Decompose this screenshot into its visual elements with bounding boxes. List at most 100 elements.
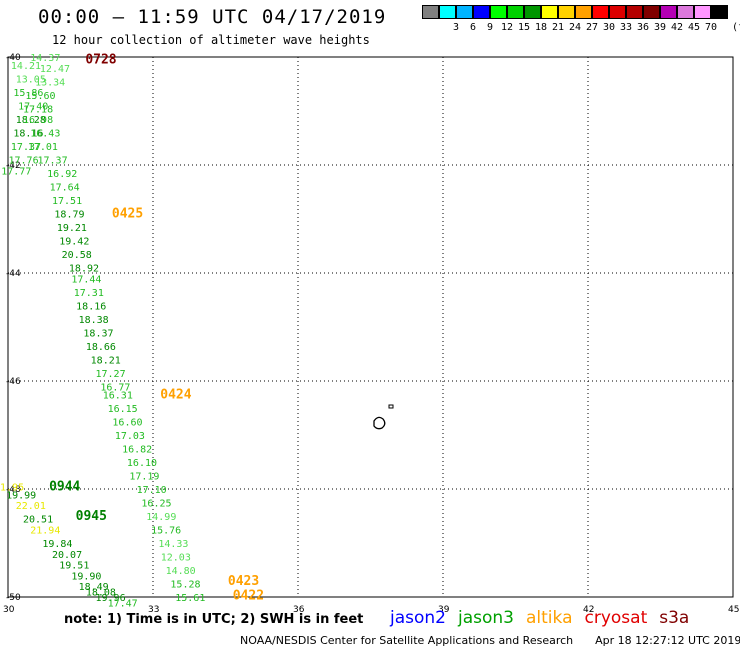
wave-height-value: 21.94	[30, 526, 60, 537]
wave-height-value: 19.51	[59, 561, 89, 572]
legend-tick-label: 9	[486, 22, 494, 33]
wave-height-value: 18.66	[86, 342, 116, 353]
legend-swatch	[592, 5, 609, 19]
legend-tick-label: 6	[469, 22, 477, 33]
pass-time-label: 0425	[112, 207, 143, 222]
wave-height-value: 18.92	[69, 264, 99, 275]
wave-height-value: 18.49	[79, 582, 109, 593]
wave-height-value: 15.61	[175, 593, 205, 604]
lat-label: -48	[6, 485, 21, 495]
wave-height-value: 19.21	[57, 223, 87, 234]
legend-tick-label: 36	[636, 22, 650, 33]
legend-swatch	[507, 5, 524, 19]
legend-swatch	[456, 5, 473, 19]
wave-height-value: 17.10	[137, 485, 167, 496]
wave-height-value: 16.92	[47, 169, 77, 180]
wave-height-value: 17.51	[52, 196, 82, 207]
wave-height-value: 19.42	[59, 237, 89, 248]
lat-label: -50	[6, 593, 21, 603]
wave-height-value: 20.51	[23, 515, 53, 526]
wave-height-value: 21.95	[0, 482, 24, 493]
wave-height-value: 16.31	[103, 391, 133, 402]
credit-org: NOAA/NESDIS Center for Satellite Applica…	[240, 634, 574, 647]
wave-height-value: 14.21	[11, 61, 41, 72]
legend-tick-label: 21	[551, 22, 565, 33]
legend-swatch	[626, 5, 643, 19]
wave-height-value: 17.77	[1, 166, 31, 177]
wave-height-value: 12.03	[161, 553, 191, 564]
wave-height-value: 17.03	[115, 431, 145, 442]
legend-swatch	[422, 5, 439, 19]
wave-height-value: 14.99	[146, 512, 176, 523]
wave-height-value: 17.19	[129, 472, 159, 483]
legend-swatch	[694, 5, 711, 19]
lon-label: 33	[148, 605, 159, 615]
legend-swatch	[439, 5, 456, 19]
lat-label: -40	[6, 53, 21, 63]
legend-swatch	[473, 5, 490, 19]
satellite-name: cryosat	[584, 608, 648, 628]
legend-swatch	[609, 5, 626, 19]
legend-tick-label: 70	[704, 22, 718, 33]
wave-height-value: 16.10	[127, 458, 157, 469]
wave-height-value: 22.01	[16, 501, 46, 512]
wave-height-value: 20.58	[62, 250, 92, 261]
legend-tick-label: 15	[517, 22, 531, 33]
map-frame	[7, 56, 734, 598]
wave-height-value: 17.01	[28, 142, 58, 153]
lon-label: 36	[293, 605, 305, 615]
wave-height-value: 16.25	[141, 499, 171, 510]
wave-height-value: 15.86	[13, 88, 43, 99]
wave-height-value: 19.99	[6, 490, 36, 501]
wave-height-value: 15.28	[170, 580, 200, 591]
lat-label: -42	[6, 161, 21, 171]
satellite-key: jason2 jason3 altika cryosat s3a	[390, 608, 701, 628]
wave-height-value: 16.60	[112, 418, 142, 429]
pass-time-label: 0424	[160, 388, 191, 403]
satellite-name: altika	[526, 608, 573, 628]
wave-height-value: 14.80	[166, 566, 196, 577]
lon-label: 39	[438, 605, 450, 615]
legend-tick-label: 18	[534, 22, 548, 33]
pass-time-label: 0422	[233, 588, 264, 603]
wave-height-value: 17.76	[9, 156, 39, 167]
legend-swatch	[575, 5, 592, 19]
pass-time-label: 0944	[49, 479, 80, 494]
wave-height-value: 18.79	[54, 210, 84, 221]
legend-tick-label: 30	[602, 22, 616, 33]
legend-tick-label: 12	[500, 22, 514, 33]
wave-height-value: 17.37	[11, 142, 41, 153]
lon-label: 45	[728, 605, 739, 615]
credit-timestamp: Apr 18 12:27:12 UTC 2019	[595, 634, 740, 647]
wave-height-value: 17.64	[50, 183, 80, 194]
pass-time-label: 0728	[85, 53, 116, 68]
legend-swatch	[711, 5, 728, 19]
wave-height-value: 16.82	[122, 445, 152, 456]
legend-tick-label: 45	[687, 22, 701, 33]
legend-tick-label: 24	[568, 22, 582, 33]
wave-height-value: 19.90	[71, 571, 101, 582]
satellite-name: jason3	[458, 608, 514, 628]
wave-height-value: 13.05	[16, 75, 46, 86]
legend-swatch	[490, 5, 507, 19]
island-outline	[388, 404, 394, 409]
legend-swatch	[558, 5, 575, 19]
wave-height-value: 18.28	[16, 115, 46, 126]
lon-label: 42	[583, 605, 594, 615]
island-outline	[373, 416, 386, 430]
lat-label: -44	[6, 269, 21, 279]
legend-tick-label: 33	[619, 22, 633, 33]
lat-label: -46	[6, 377, 21, 387]
wave-height-value: 15.60	[25, 91, 55, 102]
legend-swatch	[541, 5, 558, 19]
pass-time-label: 0945	[76, 509, 107, 524]
legend-tick-label: 39	[653, 22, 667, 33]
legend-tick-label: 3	[452, 22, 460, 33]
wave-height-value: 16.98	[23, 115, 53, 126]
legend-swatch	[643, 5, 660, 19]
wave-height-value: 17.40	[18, 102, 48, 113]
wave-height-value: 13.34	[35, 77, 65, 88]
wave-height-value: 18.21	[91, 355, 121, 366]
legend-swatch	[524, 5, 541, 19]
